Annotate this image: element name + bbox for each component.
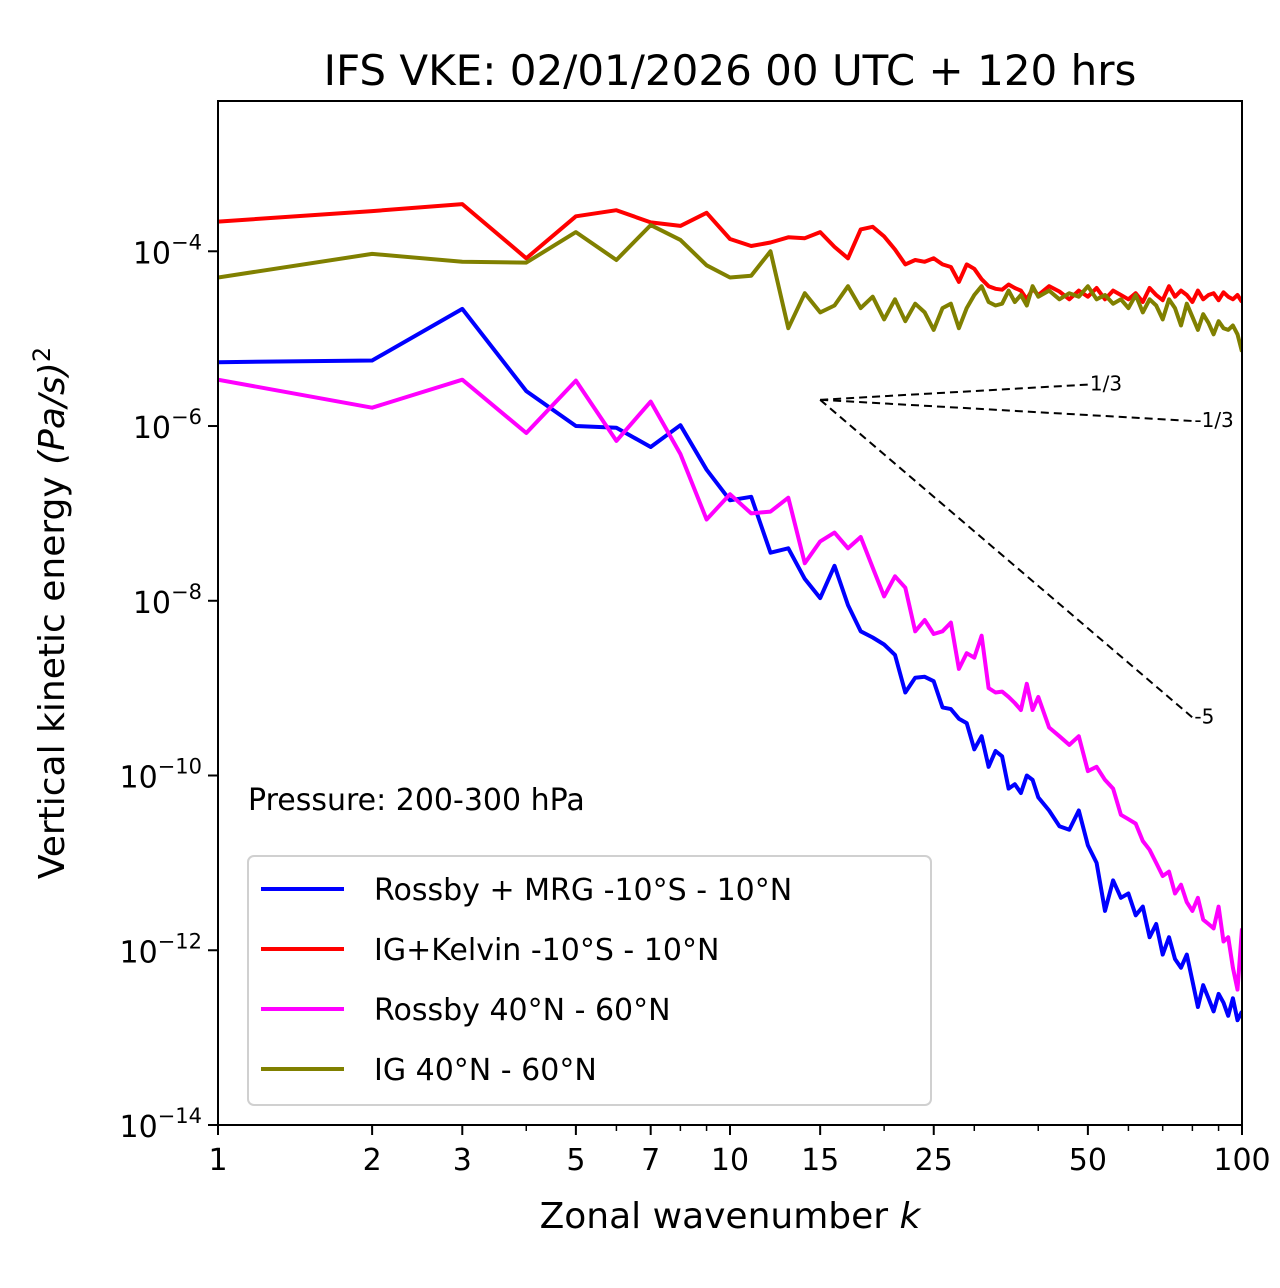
legend-label-3: Rossby 40°N - 60°N (374, 993, 671, 1028)
chart-title: IFS VKE: 02/01/2026 00 UTC + 120 hrs (324, 46, 1137, 95)
x-axis-label: Zonal wavenumber k (540, 1196, 923, 1237)
x-axis-label-var: k (900, 1196, 923, 1237)
y-tick-label: 10−6 (133, 405, 202, 446)
y-tick-label: 10−10 (119, 755, 202, 796)
x-tick-label: 50 (1069, 1143, 1107, 1178)
x-tick-label: 10 (711, 1143, 749, 1178)
y-axis-label-unit: (Pa/s) (32, 362, 73, 465)
x-axis: 1 2 3 5 7 10 15 25 50 100 (208, 1125, 1271, 1178)
legend-label-2: IG+Kelvin -10°S - 10°N (374, 933, 719, 968)
x-tick-label: 3 (453, 1143, 472, 1178)
series-line-3 (218, 377, 1242, 992)
y-axis-label-exp: 2 (28, 347, 56, 362)
series-line-1 (218, 306, 1242, 1023)
x-tick-label: 7 (641, 1143, 660, 1178)
x-tick-label: 2 (363, 1143, 382, 1178)
y-tick-label: 10−12 (119, 929, 202, 970)
slope-line-1 (820, 383, 1088, 401)
y-axis-label: Vertical kinetic energy (Pa/s)2 (28, 347, 73, 879)
series-line-2 (218, 202, 1242, 304)
slope-line-3 (819, 399, 1194, 719)
y-axis: 10−4 10−6 10−8 10−10 10−12 10−14 (119, 230, 218, 1145)
reference-slopes: 1/3 -1/3 -5 (819, 372, 1234, 728)
series-layer (218, 202, 1242, 1023)
legend-label-4: IG 40°N - 60°N (374, 1053, 597, 1088)
series-line-4 (218, 223, 1242, 353)
x-tick-label: 5 (566, 1143, 585, 1178)
x-tick-label: 1 (208, 1143, 227, 1178)
legend-box (247, 855, 932, 1106)
legend: Rossby + MRG -10°S - 10°N IG+Kelvin -10°S… (247, 855, 932, 1106)
y-axis-label-text: Vertical kinetic energy (32, 476, 73, 879)
slope-line-2 (820, 398, 1193, 422)
x-axis-label-text: Zonal wavenumber (540, 1196, 889, 1237)
pressure-annotation: Pressure: 200-300 hPa (248, 783, 585, 818)
x-tick-label: 15 (801, 1143, 839, 1178)
y-tick-label: 10−4 (133, 230, 202, 271)
slope-label-1: 1/3 (1090, 372, 1122, 396)
slope-label-3: -5 (1194, 704, 1214, 728)
legend-label-1: Rossby + MRG -10°S - 10°N (374, 873, 792, 908)
slope-label-2: -1/3 (1194, 408, 1233, 432)
y-tick-label: 10−14 (119, 1104, 202, 1145)
x-tick-label: 25 (915, 1143, 953, 1178)
x-tick-label: 100 (1213, 1143, 1270, 1178)
y-tick-label: 10−8 (133, 580, 202, 621)
